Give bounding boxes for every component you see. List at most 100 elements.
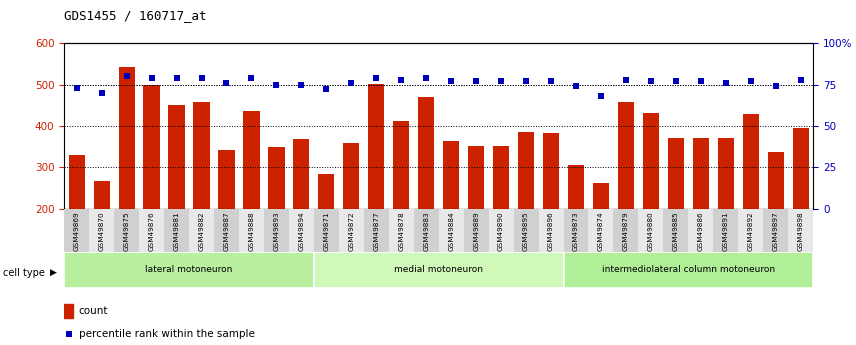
Bar — [793, 128, 809, 209]
Point — [145, 75, 158, 81]
Bar — [413, 209, 438, 252]
Point — [344, 80, 358, 86]
Text: GSM49877: GSM49877 — [373, 211, 379, 250]
Text: GSM49885: GSM49885 — [673, 211, 679, 250]
Text: GSM49880: GSM49880 — [648, 211, 654, 250]
Bar — [514, 209, 538, 252]
Text: GSM49876: GSM49876 — [149, 211, 155, 250]
Bar — [64, 304, 74, 318]
Bar — [314, 252, 563, 288]
Bar — [64, 209, 89, 252]
Point — [270, 82, 283, 87]
Bar — [663, 209, 688, 252]
Bar — [443, 141, 460, 209]
Point — [644, 78, 657, 84]
Point — [70, 85, 84, 91]
Point — [395, 77, 408, 82]
Text: GDS1455 / 160717_at: GDS1455 / 160717_at — [64, 9, 206, 22]
Point — [356, 218, 370, 224]
Point — [419, 75, 433, 81]
Bar — [563, 209, 589, 252]
Bar — [768, 151, 784, 209]
Text: GSM49895: GSM49895 — [523, 211, 529, 250]
Bar — [89, 209, 114, 252]
Bar — [538, 209, 563, 252]
Point — [544, 78, 558, 84]
Bar — [314, 209, 339, 252]
Point — [794, 77, 807, 82]
Bar — [738, 209, 764, 252]
Bar — [118, 67, 134, 209]
Point — [294, 82, 308, 87]
Bar — [268, 147, 284, 209]
Bar — [264, 209, 288, 252]
Bar — [468, 146, 484, 209]
Bar — [343, 143, 360, 209]
Point — [370, 75, 383, 81]
Bar — [218, 149, 235, 209]
Bar — [438, 209, 464, 252]
Text: GSM49882: GSM49882 — [199, 211, 205, 250]
Bar — [318, 174, 335, 209]
Text: medial motoneuron: medial motoneuron — [395, 265, 483, 275]
Text: GSM49892: GSM49892 — [748, 211, 754, 250]
Bar — [464, 209, 489, 252]
Bar — [339, 209, 364, 252]
Bar — [713, 209, 738, 252]
Text: GSM49883: GSM49883 — [423, 211, 429, 250]
Text: GSM49878: GSM49878 — [398, 211, 404, 250]
Bar — [364, 209, 389, 252]
Bar — [764, 209, 788, 252]
Bar — [563, 252, 813, 288]
Bar — [139, 209, 164, 252]
Point — [619, 77, 633, 82]
Bar — [64, 252, 314, 288]
Text: GSM49890: GSM49890 — [498, 211, 504, 250]
Point — [194, 75, 208, 81]
Bar — [489, 209, 514, 252]
Bar — [164, 209, 189, 252]
Bar — [239, 209, 264, 252]
Point — [594, 93, 608, 99]
Bar — [144, 85, 160, 209]
Point — [169, 75, 183, 81]
Bar — [568, 165, 584, 209]
Text: percentile rank within the sample: percentile rank within the sample — [79, 329, 254, 339]
Text: ▶: ▶ — [50, 268, 56, 277]
Point — [120, 73, 134, 79]
Text: GSM49891: GSM49891 — [722, 211, 728, 250]
Bar — [518, 132, 534, 209]
Point — [319, 87, 333, 92]
Point — [95, 90, 109, 96]
Bar — [393, 121, 409, 209]
Bar — [493, 146, 509, 209]
Bar — [389, 209, 413, 252]
Point — [220, 80, 234, 86]
Text: GSM49873: GSM49873 — [573, 211, 579, 250]
Bar — [68, 155, 85, 209]
Point — [769, 83, 782, 89]
Text: GSM49894: GSM49894 — [299, 211, 305, 250]
Bar — [214, 209, 239, 252]
Text: GSM49869: GSM49869 — [74, 211, 80, 250]
Point — [245, 75, 259, 81]
Bar — [618, 102, 634, 209]
Point — [694, 78, 708, 84]
Text: GSM49898: GSM49898 — [798, 211, 804, 250]
Point — [469, 78, 483, 84]
Bar — [543, 133, 559, 209]
Text: GSM49893: GSM49893 — [273, 211, 279, 250]
Text: GSM49875: GSM49875 — [123, 211, 129, 250]
Bar — [243, 111, 259, 209]
Text: lateral motoneuron: lateral motoneuron — [146, 265, 233, 275]
Bar — [418, 97, 434, 209]
Point — [494, 78, 508, 84]
Point — [569, 83, 583, 89]
Bar — [788, 209, 813, 252]
Text: GSM49896: GSM49896 — [548, 211, 554, 250]
Bar — [193, 102, 210, 209]
Point — [444, 78, 458, 84]
Bar — [614, 209, 639, 252]
Text: GSM49889: GSM49889 — [473, 211, 479, 250]
Text: intermediolateral column motoneuron: intermediolateral column motoneuron — [602, 265, 775, 275]
